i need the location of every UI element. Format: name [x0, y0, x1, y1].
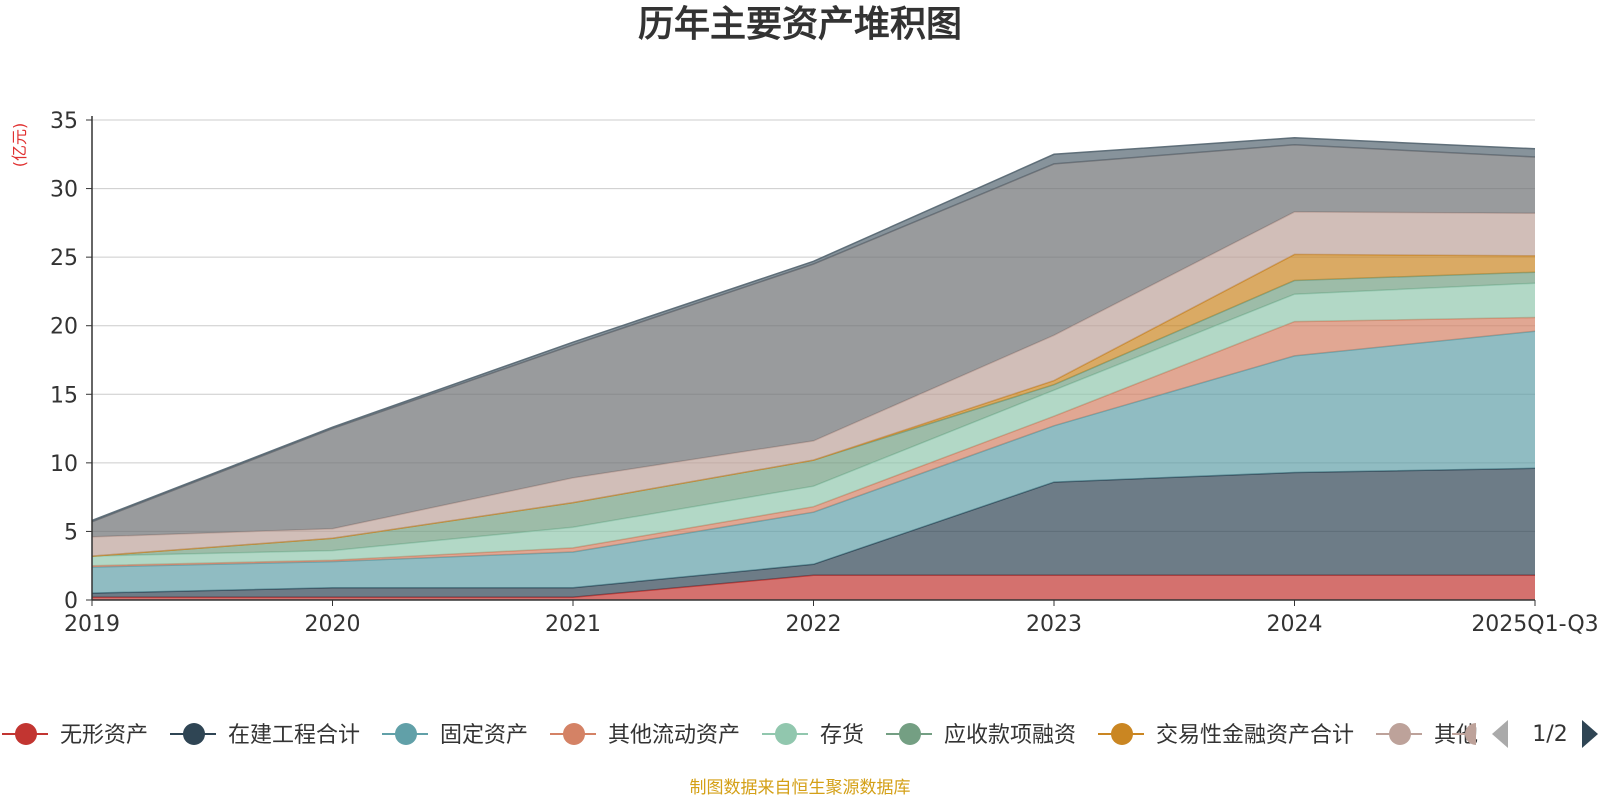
legend-marker-5	[775, 723, 797, 745]
area-series-4	[92, 317, 1535, 568]
legend-next-icon[interactable]	[1582, 720, 1598, 748]
legend-marker-8	[1389, 723, 1411, 745]
data-source-note: 制图数据来自恒生聚源数据库	[689, 778, 911, 798]
series-line-10	[91, 137, 1536, 522]
y-tick-label: 10	[50, 452, 78, 477]
legend-label-6: 应收款项融资	[944, 723, 1076, 748]
y-tick-label: 30	[50, 178, 78, 203]
y-tick-label: 0	[64, 589, 78, 614]
legend-marker-7	[1111, 723, 1133, 745]
area-series-9	[92, 144, 1535, 537]
area-series-2	[92, 468, 1535, 598]
chart-title: 历年主要资产堆积图	[637, 4, 962, 45]
x-tick-label: 2020	[305, 612, 361, 637]
legend-label-2: 在建工程合计	[228, 723, 360, 748]
legend-label-5: 存货	[820, 723, 864, 748]
legend-marker-2	[183, 723, 205, 745]
x-tick-label: 2023	[1026, 612, 1082, 637]
y-tick-label: 15	[50, 383, 78, 408]
legend-prev-icon[interactable]	[1492, 720, 1508, 748]
area-series-3	[92, 331, 1535, 594]
legend-marker-1	[15, 723, 37, 745]
legend-marker-3	[395, 723, 417, 745]
legend-marker-partial	[1465, 723, 1476, 745]
legend-label-4: 其他流动资产	[608, 723, 740, 748]
legend-marker-4	[563, 723, 585, 745]
y-axis-unit-label: (亿元)	[10, 123, 29, 168]
x-tick-label: 2019	[64, 612, 120, 637]
area-series-5	[92, 283, 1535, 566]
legend-page-indicator: 1/2	[1532, 722, 1567, 747]
area-series-8	[92, 211, 1535, 557]
legend-label-1: 无形资产	[60, 723, 148, 748]
legend-label-7: 交易性金融资产合计	[1156, 723, 1354, 748]
area-series-7	[92, 254, 1535, 557]
y-tick-label: 25	[50, 246, 78, 271]
x-tick-label: 2022	[786, 612, 842, 637]
x-tick-label: 2021	[545, 612, 601, 637]
y-tick-label: 35	[50, 109, 78, 134]
x-tick-label: 2024	[1267, 612, 1323, 637]
legend-marker-6	[899, 723, 921, 745]
x-tick-label: 2025Q1-Q3	[1471, 612, 1598, 637]
y-tick-label: 20	[50, 315, 78, 340]
area-series-1	[92, 575, 1535, 600]
y-tick-label: 5	[64, 520, 78, 545]
legend-label-3: 固定资产	[440, 723, 528, 748]
